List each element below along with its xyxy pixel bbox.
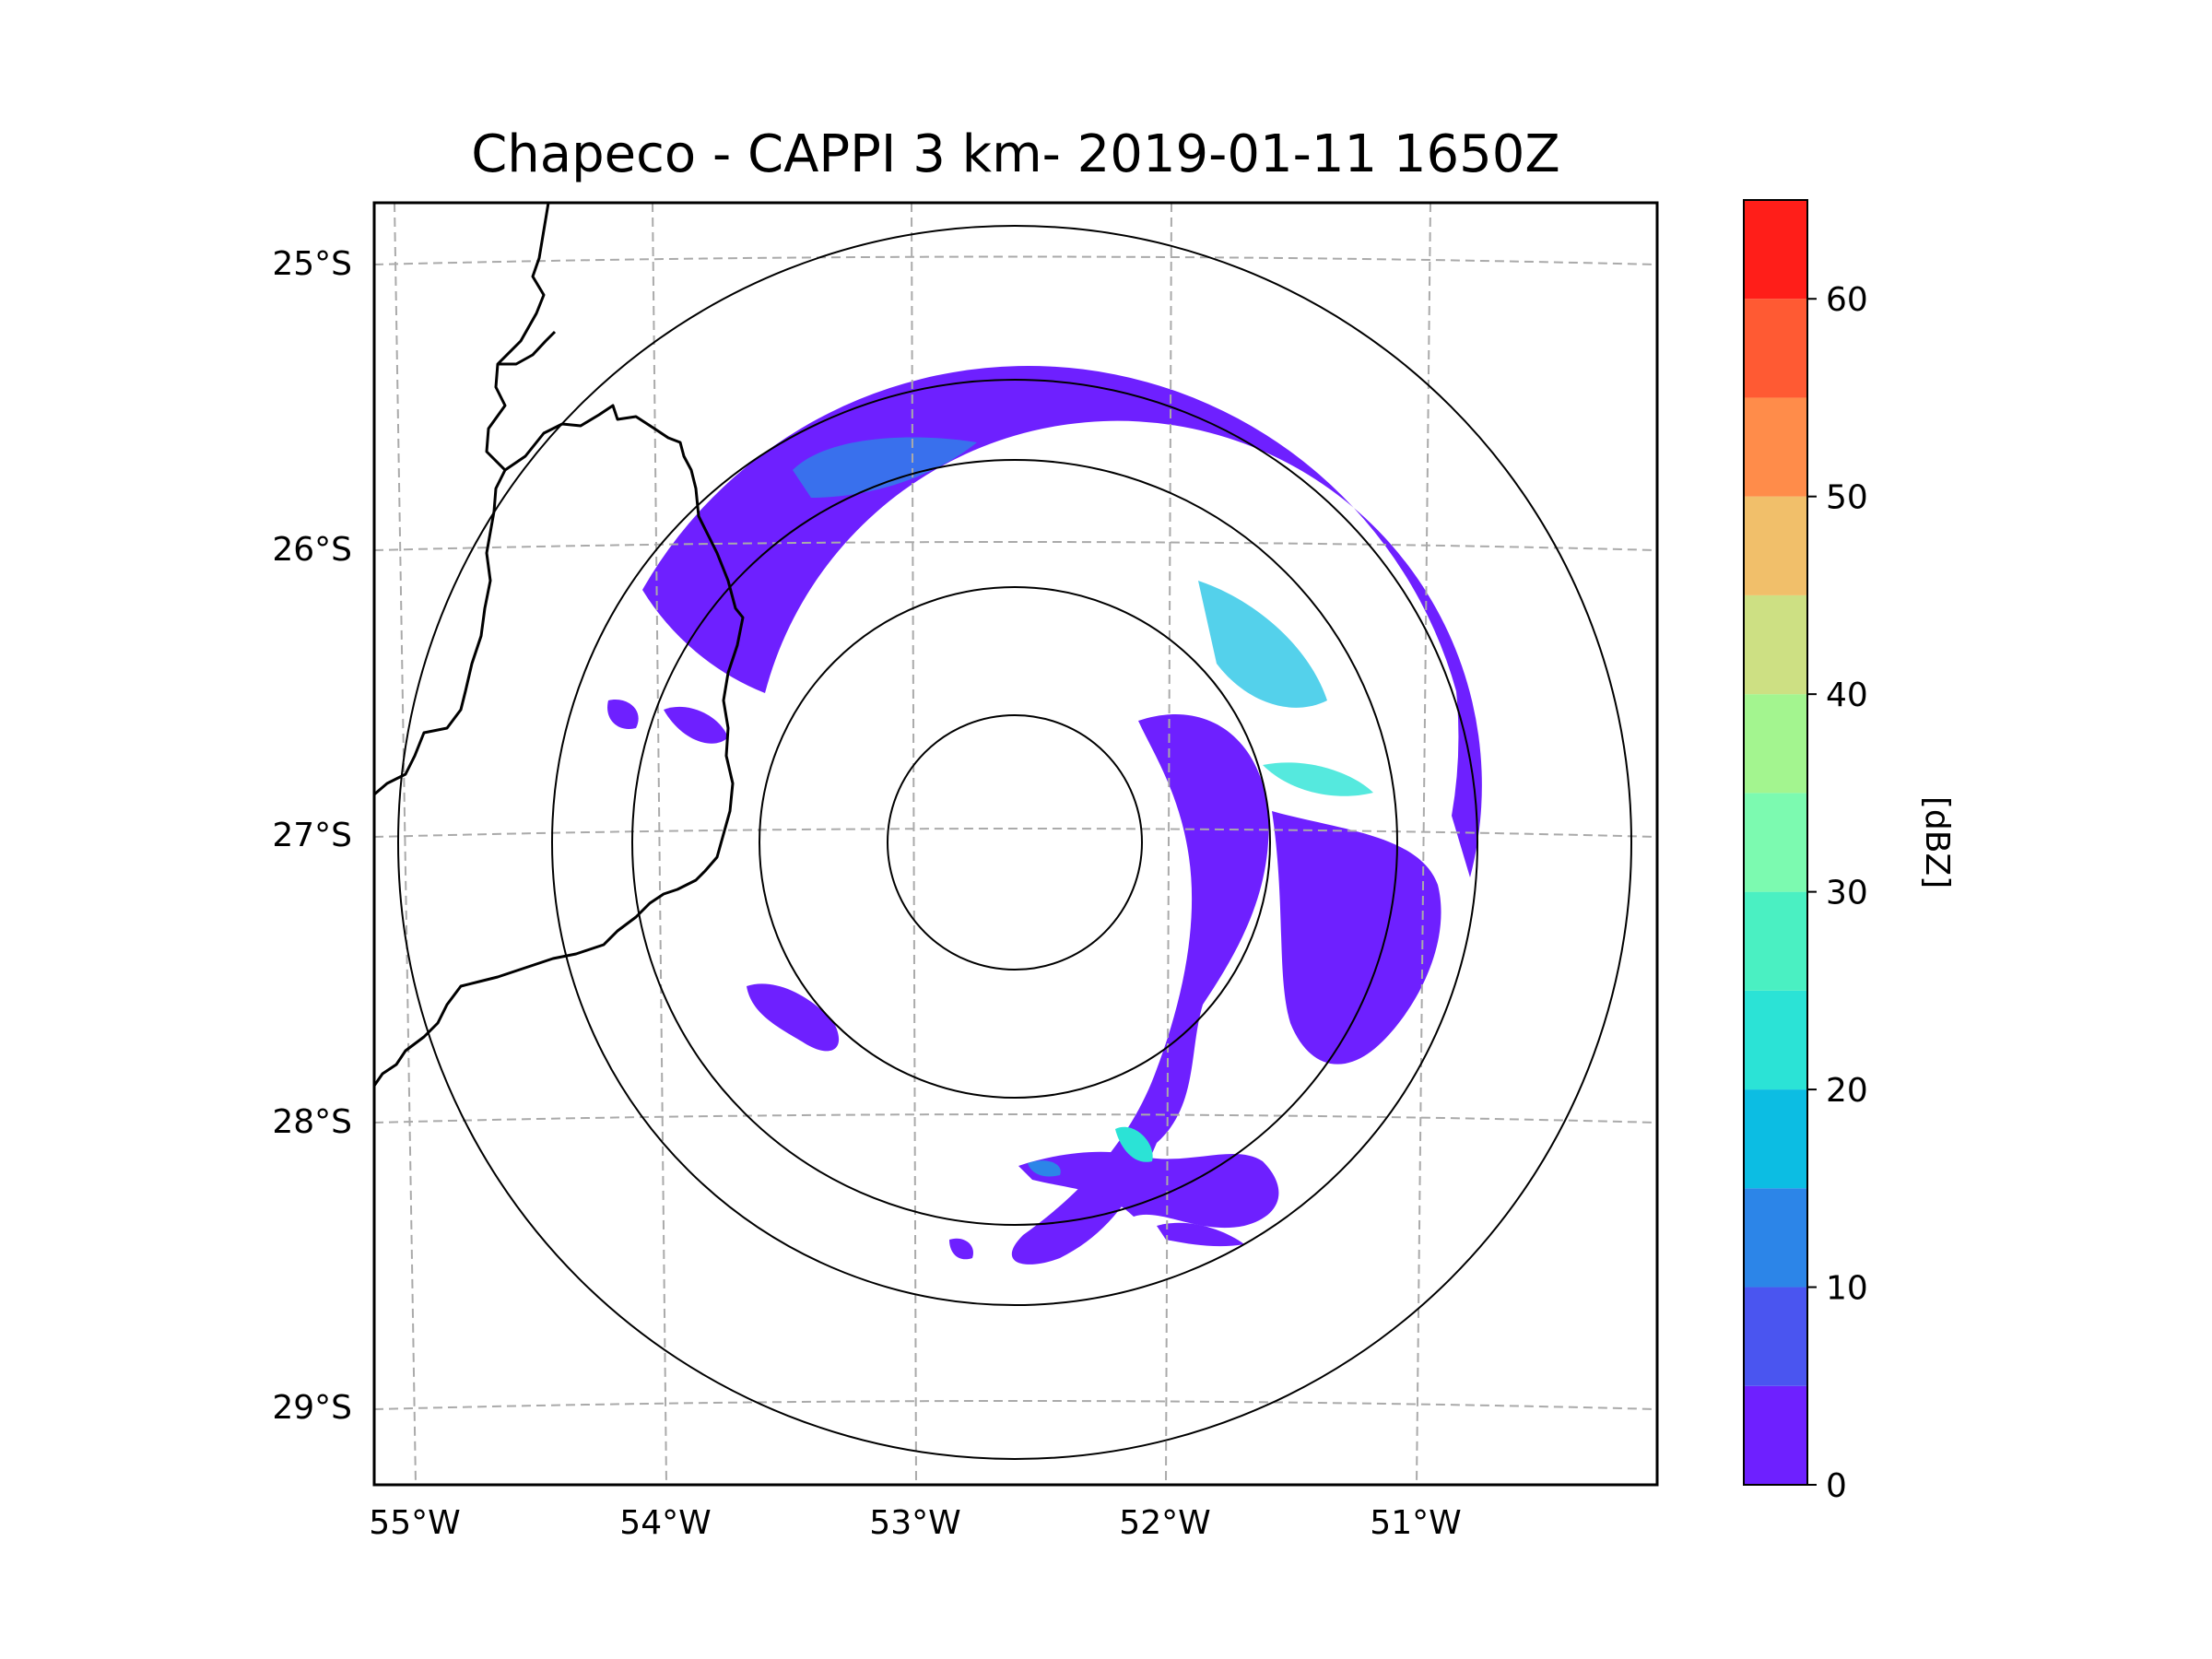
lat-label-26s: 26°S [272,531,352,569]
colorbar-bin-10 [1744,397,1807,497]
echo-south-cells-2 [1157,1222,1244,1247]
colorbar-bin-9 [1744,496,1807,595]
meridian-51w [1416,203,1431,1485]
meridian-55w [394,203,417,1485]
colorbar-tick-label: 10 [1826,1270,1868,1308]
parallel-28s [374,1113,1657,1124]
range-ring-100km [759,586,1271,1099]
border-argentina-brazil [374,404,745,1087]
parallel-27s [374,828,1657,838]
colorbar-tick-label: 50 [1826,479,1868,517]
colorbar-bin-7 [1744,694,1807,794]
colorbar-bin-3 [1744,1089,1807,1189]
colorbar-bin-2 [1744,1188,1807,1288]
range-ring-50km [887,714,1143,971]
echo-core-north [793,437,977,498]
colorbar-bin-8 [1744,594,1807,695]
colorbar-bin-4 [1744,990,1807,1090]
colorbar-tick-label: 30 [1826,875,1868,912]
colorbar-tick-label: 20 [1826,1072,1868,1110]
echo-core-northeast [1198,581,1327,708]
colorbar-bin-6 [1744,793,1807,892]
map-panel [372,201,1659,1487]
lat-label-27s: 27°S [272,817,352,854]
colorbar-frame [1743,199,1808,1486]
echo-east-band-2 [1272,811,1441,1065]
echo-core-south [1115,1126,1153,1162]
meridian-52w [1165,203,1172,1485]
range-ring-250km [397,225,1632,1460]
lon-label-53w: 53°W [869,1504,960,1542]
colorbar-ticks: 0 10 20 30 40 50 60 [1807,281,1868,1505]
lat-label-25s: 25°S [272,245,352,283]
range-ring-150km [631,459,1398,1226]
parallel-26s [374,541,1657,551]
colorbar-bin-11 [1744,299,1807,398]
colorbar-bins [1744,200,1807,1485]
range-ring-200km [551,379,1478,1306]
colorbar-bin-1 [1744,1287,1807,1386]
echo-east-band [1011,714,1269,1265]
colorbar-label: [dBZ] [1918,796,1956,888]
map-frame [372,201,1659,1487]
echo-south-small [949,1238,973,1260]
lon-label-51w: 51°W [1370,1504,1461,1542]
reflectivity-echoes [607,365,1482,1265]
latitude-labels: 25°S 26°S 27°S 28°S 29°S [272,245,352,1427]
meridian-54w [652,203,667,1485]
echo-w-cell-2 [607,700,639,729]
graticule [374,203,1657,1485]
meridian-53w [911,203,917,1485]
colorbar-bin-0 [1744,1385,1807,1485]
longitude-labels: 55°W 54°W 53°W 52°W 51°W [369,1504,1461,1542]
figure-title: Chapeco - CAPPI 3 km- 2019-01-11 1650Z [471,124,1560,184]
lon-label-52w: 52°W [1119,1504,1210,1542]
lon-label-55w: 55°W [369,1504,460,1542]
echo-sw-cell [747,983,840,1052]
lon-label-54w: 54°W [619,1504,711,1542]
lat-label-28s: 28°S [272,1103,352,1141]
border-misiones-segment [498,330,557,366]
echo-core-east [1263,762,1373,796]
lat-label-29s: 29°S [272,1389,352,1427]
echo-core-south-2 [1028,1160,1061,1177]
colorbar-bin-5 [1744,891,1807,991]
colorbar-tick-label: 60 [1826,281,1868,319]
colorbar: 0 10 20 30 40 50 60 [dBZ] [1743,199,1956,1505]
echo-south-cells [1018,1151,1279,1229]
range-rings [397,225,1632,1460]
parallel-25s [374,255,1657,265]
colorbar-tick-label: 0 [1826,1467,1847,1505]
echo-w-cell [664,706,728,744]
colorbar-bin-12 [1744,200,1807,300]
parallel-29s [374,1400,1657,1410]
colorbar-tick-label: 40 [1826,677,1868,714]
